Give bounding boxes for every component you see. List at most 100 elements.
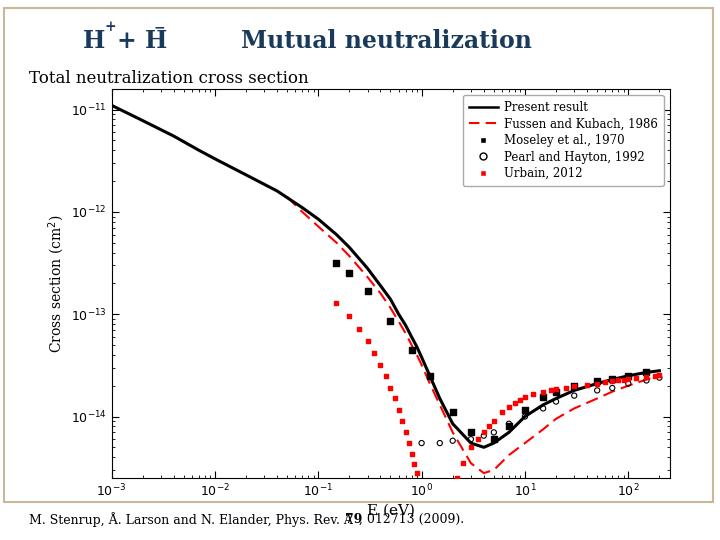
Pearl and Hayton, 1992 (488, 428, 500, 437)
Urbain, 2012 (413, 477, 425, 486)
Fussen and Kubach, 1986 (449, 429, 457, 436)
Moseley et al., 1970 (550, 387, 562, 396)
Urbain, 2012 (560, 383, 572, 392)
Pearl and Hayton, 1992 (434, 439, 446, 448)
Pearl and Hayton, 1992 (623, 379, 634, 388)
Urbain, 2012 (369, 348, 380, 357)
Urbain, 2012 (457, 459, 469, 468)
Present result (608, 376, 616, 383)
Urbain, 2012 (515, 396, 526, 404)
Urbain, 2012 (362, 336, 374, 345)
Moseley et al., 1970 (362, 286, 374, 295)
Urbain, 2012 (569, 382, 580, 391)
Fussen and Kubach, 1986 (395, 318, 403, 325)
Urbain, 2012 (384, 383, 396, 392)
Urbain, 2012 (442, 496, 454, 505)
Present result (418, 354, 426, 360)
Present result (436, 395, 444, 402)
Fussen and Kubach, 1986 (608, 388, 616, 395)
Fussen and Kubach, 1986 (418, 362, 426, 368)
Text: , 012713 (2009).: , 012713 (2009). (359, 513, 464, 526)
Pearl and Hayton, 1992 (416, 439, 428, 448)
Fussen and Kubach, 1986 (467, 460, 475, 467)
Fussen and Kubach, 1986 (345, 253, 354, 259)
Moseley et al., 1970 (623, 372, 634, 380)
Present result (364, 265, 372, 272)
Present result (570, 387, 579, 394)
Text: + H: + H (117, 29, 167, 52)
Moseley et al., 1970 (330, 258, 342, 267)
Pearl and Hayton, 1992 (519, 412, 531, 421)
Urbain, 2012 (503, 402, 515, 411)
Fussen and Kubach, 1986 (314, 223, 323, 230)
Fussen and Kubach, 1986 (436, 402, 444, 408)
Moseley et al., 1970 (406, 346, 418, 354)
Fussen and Kubach, 1986 (593, 395, 601, 402)
Line: Fussen and Kubach, 1986: Fussen and Kubach, 1986 (287, 197, 660, 473)
Urbain, 2012 (631, 373, 642, 382)
Urbain, 2012 (330, 298, 342, 307)
Urbain, 2012 (420, 496, 431, 505)
Present result (211, 156, 220, 162)
Present result (314, 216, 323, 222)
Fussen and Kubach, 1986 (413, 352, 421, 358)
Present result (624, 373, 633, 379)
Present result (332, 231, 341, 238)
Present result (298, 205, 307, 211)
Moseley et al., 1970 (424, 372, 436, 380)
Present result (376, 282, 384, 289)
Urbain, 2012 (591, 379, 603, 388)
Present result (194, 147, 203, 153)
Fussen and Kubach, 1986 (505, 452, 513, 458)
Pearl and Hayton, 1992 (591, 386, 603, 395)
Present result (467, 440, 475, 447)
Urbain, 2012 (343, 312, 355, 321)
Line: Present result: Present result (112, 105, 660, 447)
Urbain, 2012 (509, 399, 521, 408)
Pearl and Hayton, 1992 (503, 420, 515, 428)
Urbain, 2012 (447, 484, 459, 492)
Moseley et al., 1970 (569, 381, 580, 390)
Present result (107, 102, 116, 109)
Text: Total neutralization cross section: Total neutralization cross section (29, 70, 308, 87)
Y-axis label: Cross section (cm$^2$): Cross section (cm$^2$) (46, 214, 67, 353)
Urbain, 2012 (408, 460, 420, 469)
Present result (593, 380, 601, 387)
Urbain, 2012 (451, 474, 463, 482)
Pearl and Hayton, 1992 (654, 373, 665, 382)
Pearl and Hayton, 1992 (550, 397, 562, 406)
Urbain, 2012 (389, 394, 400, 403)
Urbain, 2012 (581, 380, 593, 389)
Urbain, 2012 (537, 387, 549, 396)
Fussen and Kubach, 1986 (570, 405, 579, 411)
Present result (413, 343, 421, 350)
Urbain, 2012 (623, 374, 634, 383)
Urbain, 2012 (424, 503, 436, 511)
Pearl and Hayton, 1992 (447, 436, 459, 445)
Present result (408, 334, 416, 340)
Urbain, 2012 (527, 390, 539, 399)
Fussen and Kubach, 1986 (521, 440, 529, 447)
Fussen and Kubach, 1986 (376, 290, 384, 296)
Urbain, 2012 (380, 372, 392, 380)
Moseley et al., 1970 (537, 393, 549, 401)
Urbain, 2012 (393, 406, 405, 415)
Urbain, 2012 (649, 372, 660, 380)
Fussen and Kubach, 1986 (332, 239, 341, 246)
Urbain, 2012 (431, 508, 443, 517)
Fussen and Kubach, 1986 (480, 470, 488, 476)
Fussen and Kubach, 1986 (539, 426, 547, 433)
Urbain, 2012 (519, 393, 531, 401)
Moseley et al., 1970 (606, 374, 618, 383)
Present result (490, 440, 498, 447)
Present result (345, 244, 354, 251)
Pearl and Hayton, 1992 (606, 383, 618, 392)
Urbain, 2012 (411, 469, 423, 477)
Text: +: + (104, 20, 116, 34)
Present result (552, 395, 560, 402)
Pearl and Hayton, 1992 (478, 431, 490, 440)
Urbain, 2012 (434, 508, 446, 517)
Urbain, 2012 (465, 443, 477, 451)
Fussen and Kubach, 1986 (624, 382, 633, 389)
Present result (169, 133, 178, 139)
